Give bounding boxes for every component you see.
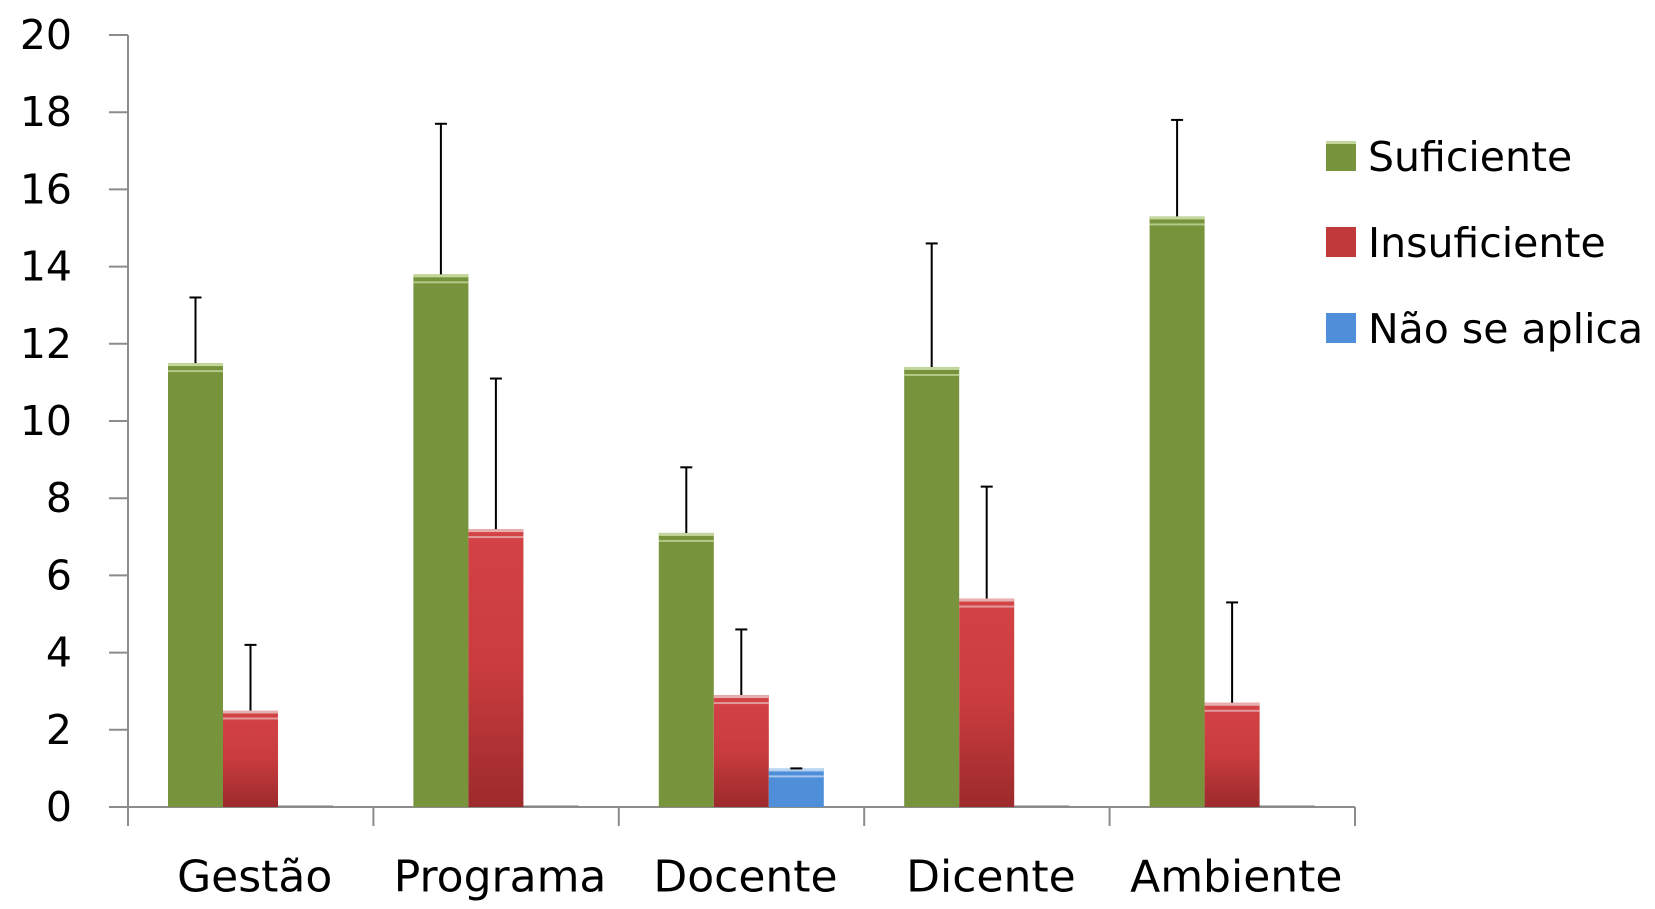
bar-highlight	[1149, 223, 1205, 226]
bar-highlight	[904, 366, 960, 370]
y-tick-label: 18	[20, 88, 72, 136]
bar-highlight	[1204, 709, 1260, 712]
bar-highlight	[959, 605, 1015, 608]
bar-highlight	[1149, 216, 1205, 220]
legend-label: Insuficiente	[1368, 219, 1606, 267]
bar-highlight	[768, 775, 824, 778]
y-tick-label: 12	[20, 320, 72, 368]
bar-highlight	[223, 710, 278, 714]
bar-highlight	[1204, 702, 1260, 706]
bar	[168, 363, 223, 807]
bar	[1149, 216, 1205, 808]
bar-highlight	[413, 281, 469, 284]
bar	[904, 366, 960, 807]
y-tick-label: 20	[20, 11, 72, 59]
legend-swatch	[1326, 313, 1356, 343]
bar-highlight	[413, 274, 469, 278]
bar-highlight	[904, 373, 960, 376]
legend-label: Suficiente	[1368, 133, 1572, 181]
bar	[658, 532, 714, 807]
y-tick-label: 16	[20, 165, 72, 213]
error-bars	[189, 118, 1239, 770]
bar-highlight	[468, 536, 524, 539]
bar-highlight	[768, 768, 824, 772]
bar-highlight	[168, 370, 223, 373]
x-tick-label: Dicente	[906, 852, 1076, 903]
bar-highlight	[959, 598, 1015, 602]
y-tick-label: 0	[46, 783, 72, 831]
bar	[468, 529, 524, 807]
bar	[1204, 702, 1260, 807]
x-tick-label: Docente	[653, 852, 837, 903]
bars	[168, 216, 1315, 808]
bar-highlight	[713, 702, 769, 705]
bar-highlight	[223, 717, 278, 720]
legend: Suficiente Insuficiente Não se aplica	[1326, 133, 1643, 353]
y-tick-label: 2	[46, 706, 72, 754]
bar	[413, 274, 469, 807]
bar-highlight	[658, 539, 714, 542]
x-tick-label: Programa	[394, 852, 607, 903]
x-tick-label: Ambiente	[1130, 852, 1342, 903]
bar	[713, 695, 769, 807]
legend-swatch	[1326, 141, 1356, 171]
bar	[223, 710, 278, 807]
y-tick-label: 6	[46, 551, 72, 599]
x-tick-label: Gestão	[177, 852, 332, 903]
legend-label: Não se aplica	[1368, 305, 1643, 353]
y-tick-label: 14	[20, 243, 72, 291]
axis-labels: 0 2 4 6 8 10 12 14 16 18 20 Gestão Programa Docente Di…	[20, 11, 1343, 903]
bar-highlight	[168, 363, 223, 367]
bar	[959, 598, 1015, 807]
legend-swatch-highlight	[1326, 141, 1356, 144]
y-tick-label: 10	[20, 397, 72, 445]
legend-swatch	[1326, 227, 1356, 257]
bar-highlight	[713, 695, 769, 699]
bar	[768, 768, 824, 807]
bar-highlight	[468, 529, 524, 533]
y-tick-label: 8	[46, 474, 72, 522]
bar-highlight	[658, 532, 714, 536]
y-tick-label: 4	[46, 629, 72, 677]
